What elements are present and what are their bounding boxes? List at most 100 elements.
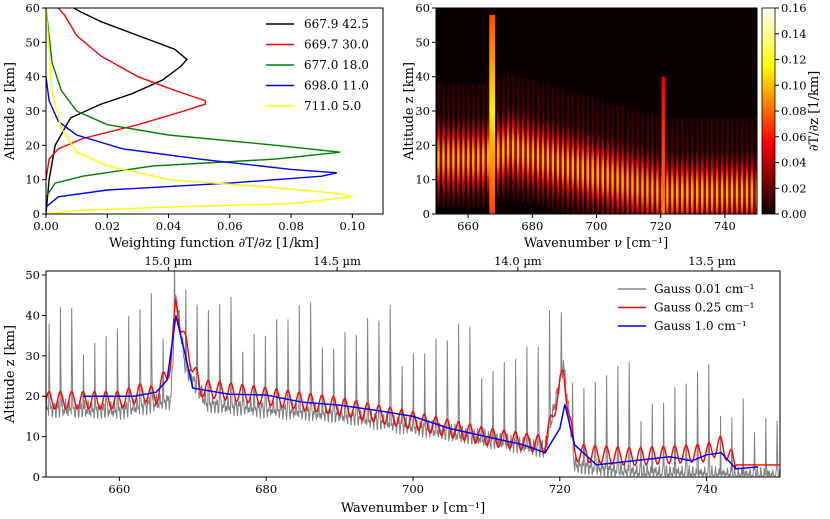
heat-cell [571,100,575,103]
heat-cell [442,202,445,205]
heat-cell [673,191,677,194]
heat-cell [651,186,654,189]
heat-cell [521,153,525,156]
heat-cell [449,155,453,158]
heat-cell [556,152,560,155]
heat-cell [653,179,657,182]
heat-cell [579,169,582,172]
heat-cell [643,188,647,191]
heat-cell [521,124,525,127]
heat-cell [611,111,614,114]
heat-cell [539,136,542,139]
heat-cell [452,129,455,132]
heat-cell [638,176,642,179]
heat-cell [616,205,619,208]
heat-cell [569,177,572,180]
heat-cell [623,198,627,201]
heat-cell [462,193,465,196]
heat-cell [643,190,647,193]
heat-cell [626,124,629,127]
heat-cell [526,138,530,141]
heat-cell [472,88,475,91]
heat-cell [581,153,585,156]
heat-cell [521,114,525,117]
heat-cell [519,172,522,175]
heat-cell [556,111,560,114]
heat-cell [601,128,604,131]
heat-cell [616,207,619,210]
heat-cell [472,148,475,151]
heat-cell [688,183,691,186]
heat-cell [591,126,594,129]
heat-cell [536,129,540,132]
heat-cell [653,208,657,211]
heat-cell [611,200,614,203]
heat-cell [477,191,480,194]
heat-cell [601,167,604,170]
heat-cell [641,148,644,151]
heat-cell [586,152,589,155]
heat-cell [529,141,532,144]
heat-cell [633,162,637,165]
heat-cell [482,148,485,151]
heat-cell [586,141,589,144]
heat-cell [474,153,478,156]
heat-cell [494,147,497,150]
heat-cell [633,184,637,187]
heat-cell [477,104,480,107]
heat-cell [452,198,455,201]
heat-cell [666,203,669,206]
heat-cell [648,210,652,213]
heat-cell [663,202,667,205]
heat-cell [531,167,535,170]
heat-cell [516,152,520,155]
heat-cell [516,126,520,129]
heat-cell [437,93,440,96]
heat-cell [464,141,468,144]
heat-cell [516,80,520,83]
heat-cell [681,141,684,144]
heat-cell [666,160,669,163]
heat-cell [608,159,612,162]
heat-cell [691,176,694,179]
heat-cell [497,153,500,156]
heat-cell [566,152,570,155]
heat-cell [536,190,540,193]
heat-cell [554,138,557,141]
heat-cell [439,155,443,158]
heat-cell [469,179,473,182]
heat-cell [601,190,604,193]
heat-cell [586,196,589,199]
heat-cell [604,153,607,156]
heat-cell [691,148,694,151]
heat-cell [454,176,458,179]
heat-cell [616,140,619,143]
heat-cell [484,162,488,165]
heat-cell [469,157,473,160]
heat-cell [467,205,470,208]
heat-cell [621,165,624,168]
heat-cell [549,176,552,179]
heat-cell [601,105,604,108]
heat-cell [688,191,691,194]
heat-cell [546,202,550,205]
heat-cell [472,140,475,143]
heat-cell [556,104,560,107]
heat-cell [616,133,619,136]
heat-cell [671,121,674,124]
heat-cell [653,190,657,193]
heat-cell [579,183,582,186]
heat-cell [497,83,500,86]
heat-cell [546,153,550,156]
heat-cell [686,131,689,134]
heat-cell [681,162,684,165]
heat-cell [594,152,597,155]
heat-cell [571,112,575,115]
heat-cell [616,107,619,110]
heat-cell [601,207,604,210]
heat-cell [536,177,540,180]
heat-cell [648,202,652,205]
heat-cell [499,164,502,167]
heat-cell [462,141,465,144]
heat-cell [581,157,585,160]
